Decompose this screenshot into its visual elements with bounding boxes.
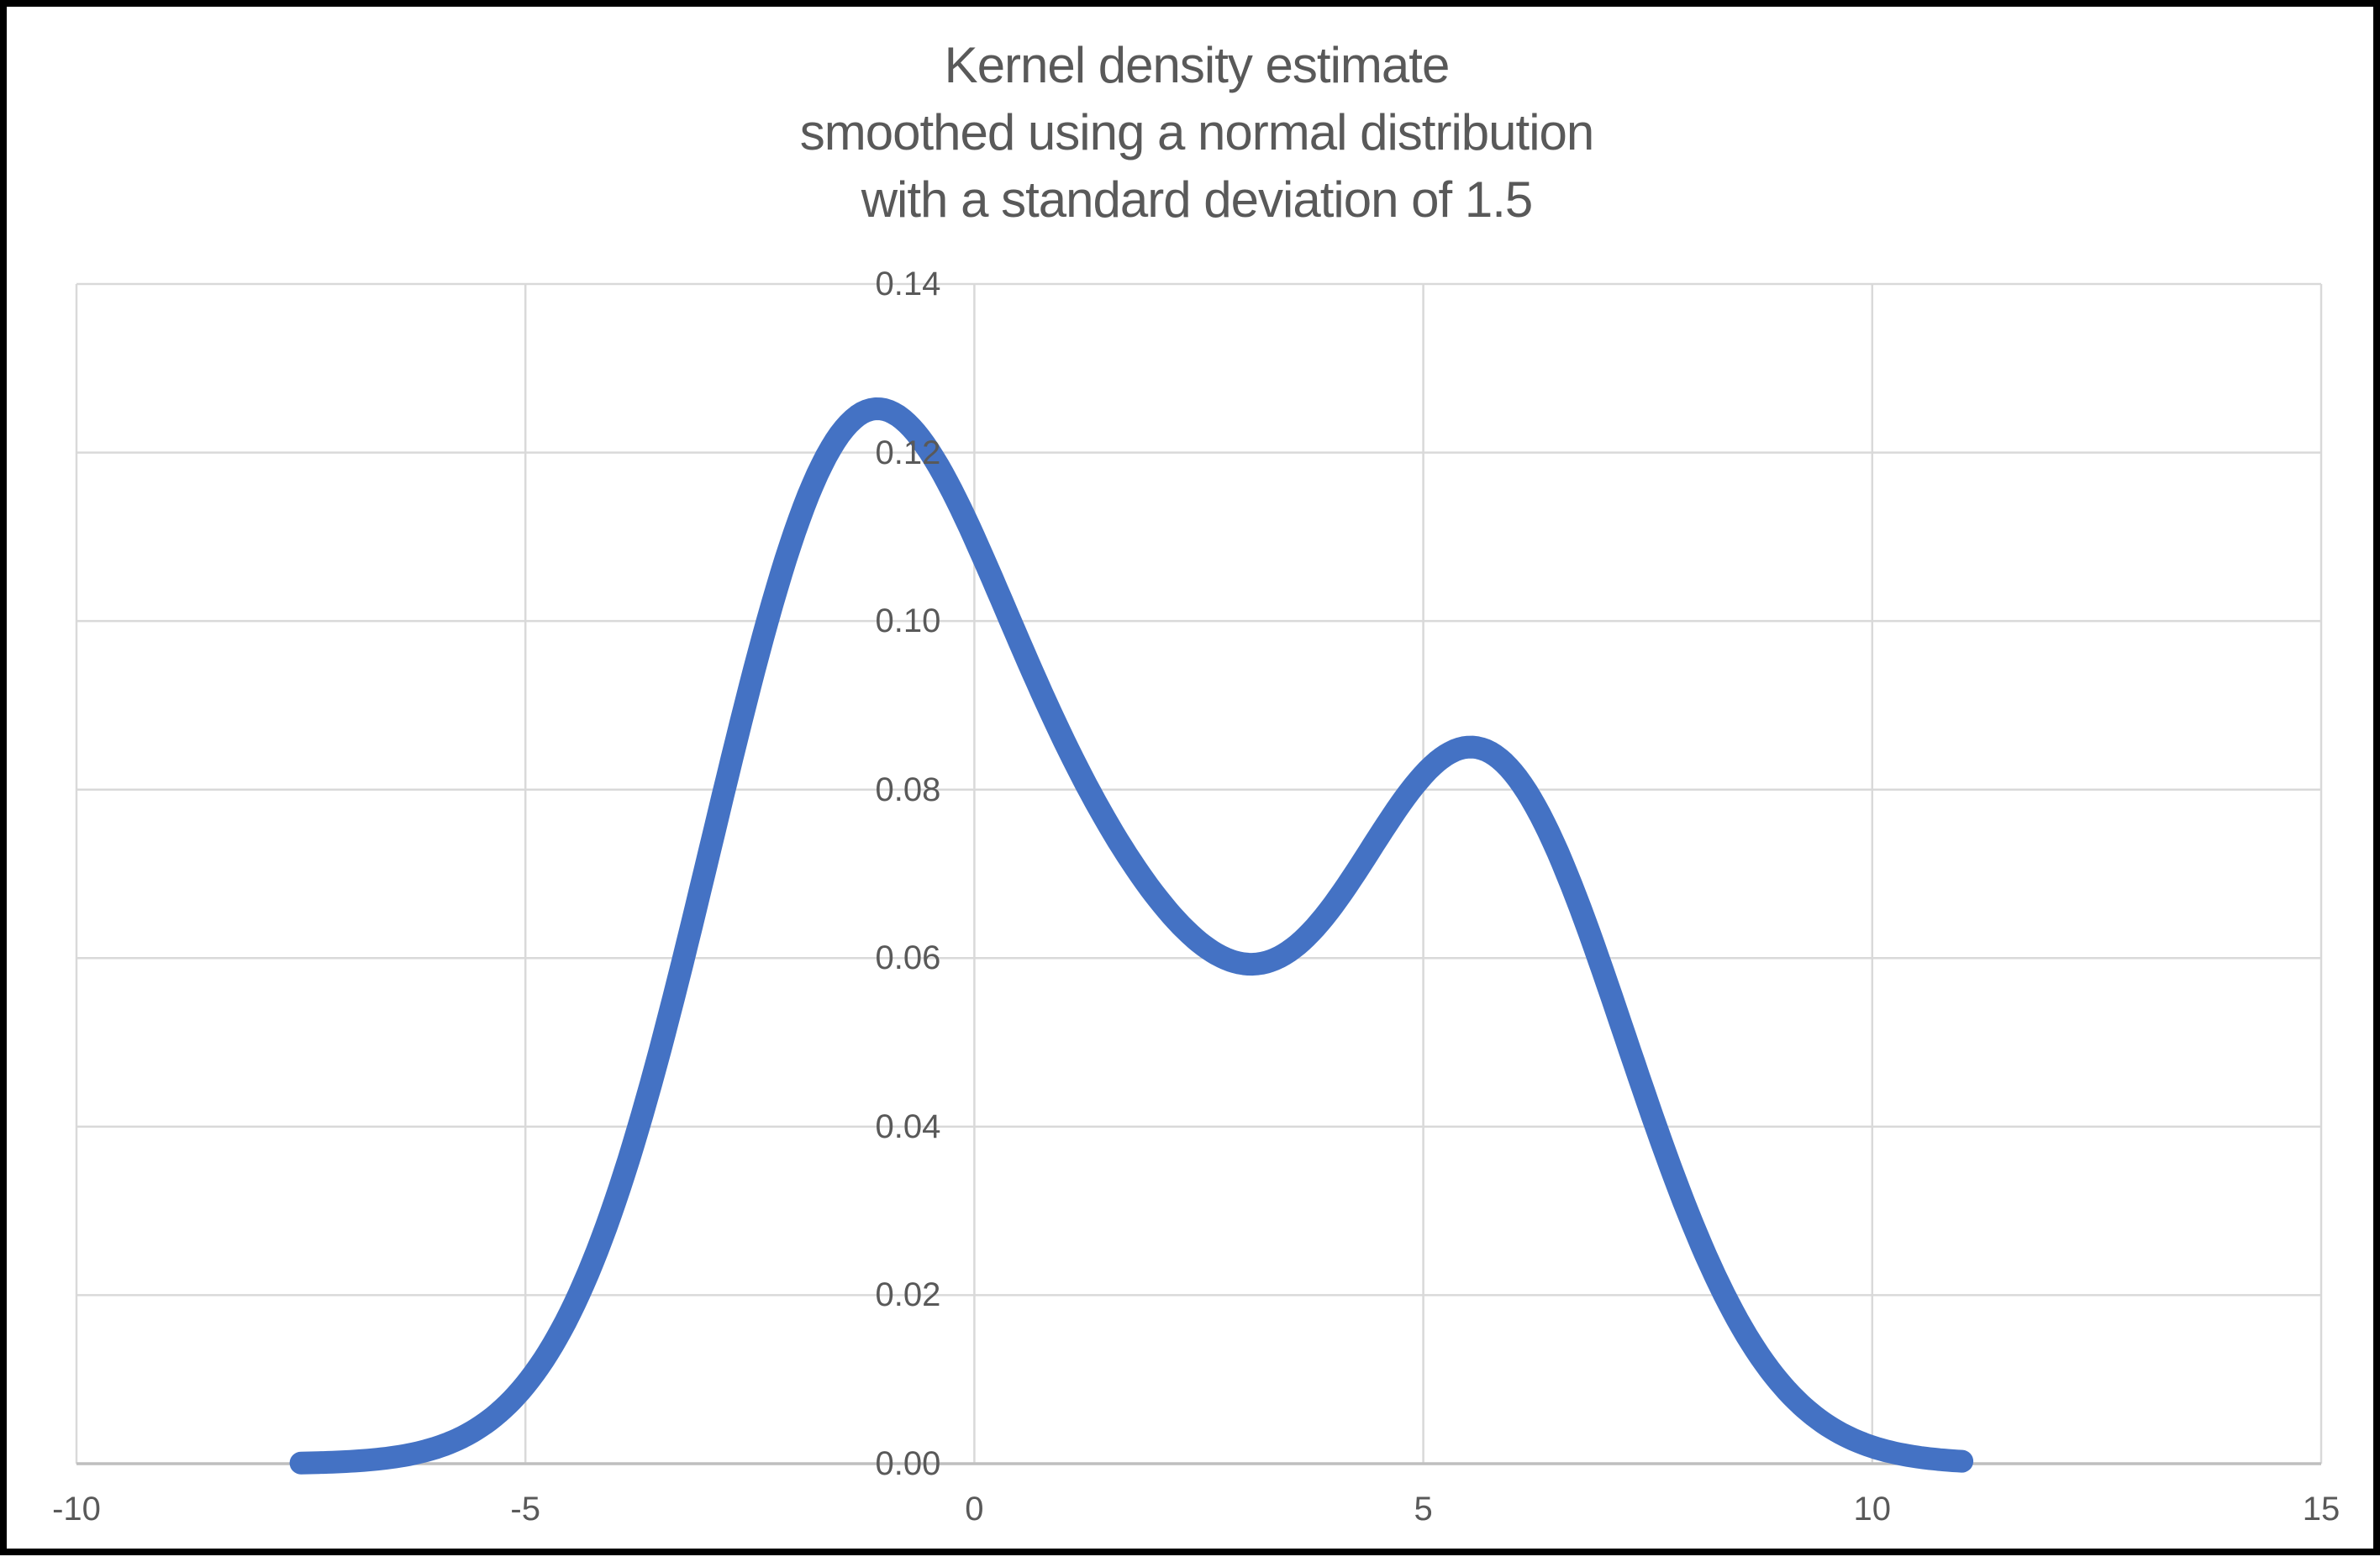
y-axis-tick-label: 0.04 [875,1107,941,1145]
chart-title: Kernel density estimate smoothed using a… [7,32,2380,234]
y-axis-tick-label: 0.02 [875,1276,941,1314]
x-axis-tick-label: -10 [52,1491,101,1528]
y-axis-tick-label: 0.06 [875,939,941,977]
x-axis-tick-label: 0 [965,1491,984,1528]
y-axis-tick-label: 0.12 [875,434,941,471]
y-axis-tick-label: 0.10 [875,602,941,640]
y-axis-tick-label: 0.14 [875,266,941,302]
x-axis-tick-label: -5 [510,1491,540,1528]
chart-title-line-1: Kernel density estimate [944,37,1451,93]
x-axis-tick-label: 15 [2302,1491,2341,1528]
x-axis-tick-label: 5 [1414,1491,1433,1528]
x-axis-tick-label: 10 [1853,1491,1892,1528]
chart-title-line-3: with a standard deviation of 1.5 [861,171,1534,228]
y-axis-tick-label: 0.00 [875,1445,941,1482]
plot-area [75,282,2323,1475]
y-axis-tick-label: 0.08 [875,770,941,808]
chart-title-line-2: smoothed using a normal distribution [799,104,1595,160]
kde-curve [289,397,1974,1475]
